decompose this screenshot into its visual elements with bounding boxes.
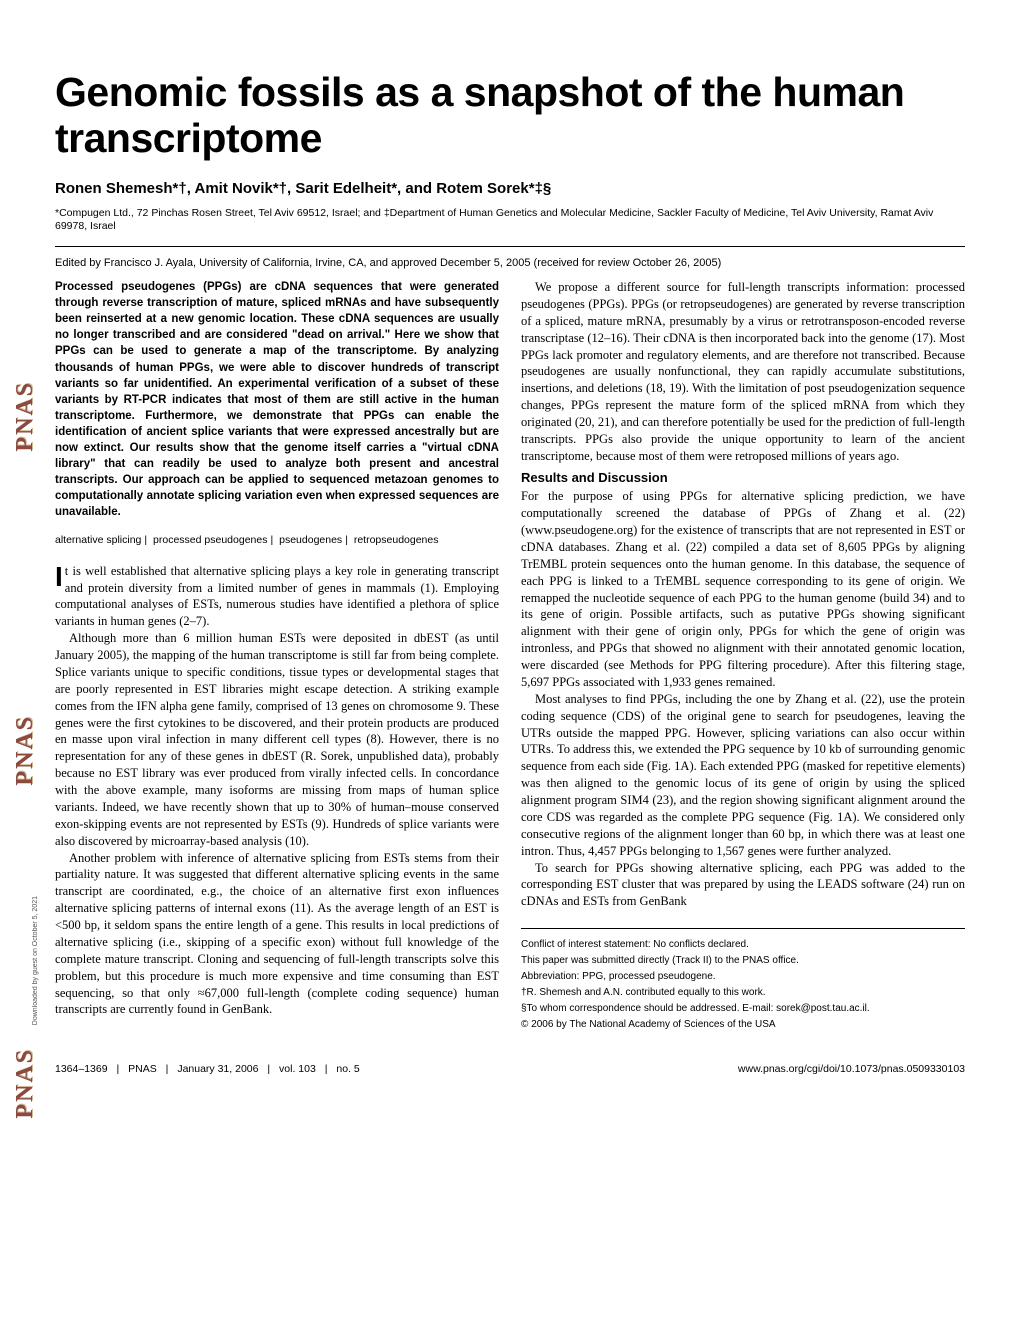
keyword: retropseudogenes: [354, 534, 439, 546]
two-column-body: Processed pseudogenes (PPGs) are cDNA se…: [55, 279, 965, 1033]
section-heading: Results and Discussion: [521, 469, 965, 487]
pnas-logo: PNAS: [12, 381, 39, 452]
keywords-line: alternative splicing| processed pseudoge…: [55, 533, 499, 547]
keyword: pseudogenes: [279, 534, 342, 546]
keyword: alternative splicing: [55, 534, 141, 546]
pnas-logo: PNAS: [12, 1048, 39, 1119]
download-note: Downloaded by guest on October 5, 2021: [32, 896, 39, 1025]
body-paragraph: We propose a different source for full-l…: [521, 279, 965, 465]
pnas-logo: PNAS: [12, 715, 39, 786]
left-column: Processed pseudogenes (PPGs) are cDNA se…: [55, 279, 499, 1033]
authors-line: Ronen Shemesh*†, Amit Novik*†, Sarit Ede…: [55, 180, 965, 197]
footer-left: 1364–1369 | PNAS | January 31, 2006 | vo…: [55, 1063, 360, 1075]
footer-journal: PNAS: [128, 1063, 157, 1075]
page-footer: 1364–1369 | PNAS | January 31, 2006 | vo…: [55, 1063, 965, 1075]
footnote: †R. Shemesh and A.N. contributed equally…: [521, 985, 965, 1000]
right-column: We propose a different source for full-l…: [521, 279, 965, 1033]
body-paragraph: Although more than 6 million human ESTs …: [55, 630, 499, 849]
page-content: Genomic fossils as a snapshot of the hum…: [55, 0, 965, 1075]
footnote: Abbreviation: PPG, processed pseudogene.: [521, 969, 965, 984]
footer-no: no. 5: [336, 1063, 359, 1075]
affiliation-line: *Compugen Ltd., 72 Pinchas Rosen Street,…: [55, 207, 965, 234]
footnote: Conflict of interest statement: No confl…: [521, 937, 965, 952]
footnote: This paper was submitted directly (Track…: [521, 953, 965, 968]
body-paragraph: Most analyses to find PPGs, including th…: [521, 691, 965, 860]
body-paragraph: Another problem with inference of altern…: [55, 850, 499, 1019]
footer-date: January 31, 2006: [177, 1063, 258, 1075]
edited-by-line: Edited by Francisco J. Ayala, University…: [55, 257, 965, 269]
pnas-sidebar-strip: PNAS PNAS PNAS: [10, 250, 40, 1250]
dropcap-letter: I: [55, 563, 65, 590]
body-paragraph: It is well established that alternative …: [55, 563, 499, 631]
keyword: processed pseudogenes: [153, 534, 267, 546]
footer-vol: vol. 103: [279, 1063, 316, 1075]
body-paragraph: For the purpose of using PPGs for altern…: [521, 488, 965, 691]
footer-pages: 1364–1369: [55, 1063, 108, 1075]
footnotes-block: Conflict of interest statement: No confl…: [521, 928, 965, 1032]
paragraph-text: t is well established that alternative s…: [55, 564, 499, 629]
abstract: Processed pseudogenes (PPGs) are cDNA se…: [55, 279, 499, 520]
body-paragraph: To search for PPGs showing alternative s…: [521, 860, 965, 911]
footnote: §To whom correspondence should be addres…: [521, 1001, 965, 1016]
divider: [55, 246, 965, 247]
footnote: © 2006 by The National Academy of Scienc…: [521, 1017, 965, 1032]
footer-right: www.pnas.org/cgi/doi/10.1073/pnas.050933…: [738, 1063, 965, 1075]
article-title: Genomic fossils as a snapshot of the hum…: [55, 70, 965, 162]
